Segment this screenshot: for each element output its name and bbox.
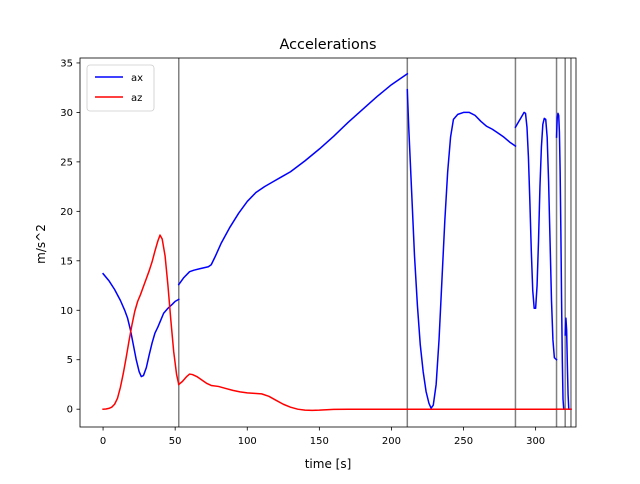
y-tick-label: 35: [60, 58, 73, 69]
series-line-ax: [177, 72, 409, 286]
x-tick-label: 250: [454, 436, 473, 447]
series-line-ax: [555, 112, 566, 410]
y-axis-label: m/s^2: [34, 224, 48, 264]
y-tick-label: 20: [60, 207, 73, 218]
axes-frame: [79, 57, 577, 428]
y-tick-label: 0: [67, 405, 73, 416]
legend: ax az: [86, 64, 155, 112]
y-tick-label: 10: [60, 306, 73, 317]
x-tick-label: 150: [310, 436, 329, 447]
x-tick-label: 50: [169, 436, 182, 447]
y-tick-label: 25: [60, 157, 73, 168]
y-tick-label: 15: [60, 256, 73, 267]
axes-background: [80, 58, 576, 427]
x-tick-label: 100: [238, 436, 257, 447]
y-tick-label: 5: [67, 355, 73, 366]
legend-label-ax: ax: [131, 73, 143, 84]
x-tick-label: 300: [526, 436, 545, 447]
plot-area: 0 50 100 150 200 250 300 0 5 10 15 20 25 30 35: [60, 57, 577, 447]
y-tick-label: 30: [60, 108, 73, 119]
x-tick-label: 200: [382, 436, 401, 447]
chart-title: Accelerations: [280, 37, 377, 53]
series-line-az: [102, 234, 180, 410]
legend-box: [86, 64, 155, 112]
series-line-ax: [514, 111, 558, 361]
series-line-az: [177, 373, 409, 412]
x-tick-label: 0: [100, 436, 106, 447]
series-line-ax: [102, 272, 180, 378]
x-axis-label: time [s]: [305, 457, 352, 471]
series-line-ax: [406, 88, 517, 409]
legend-label-az: az: [131, 93, 142, 104]
